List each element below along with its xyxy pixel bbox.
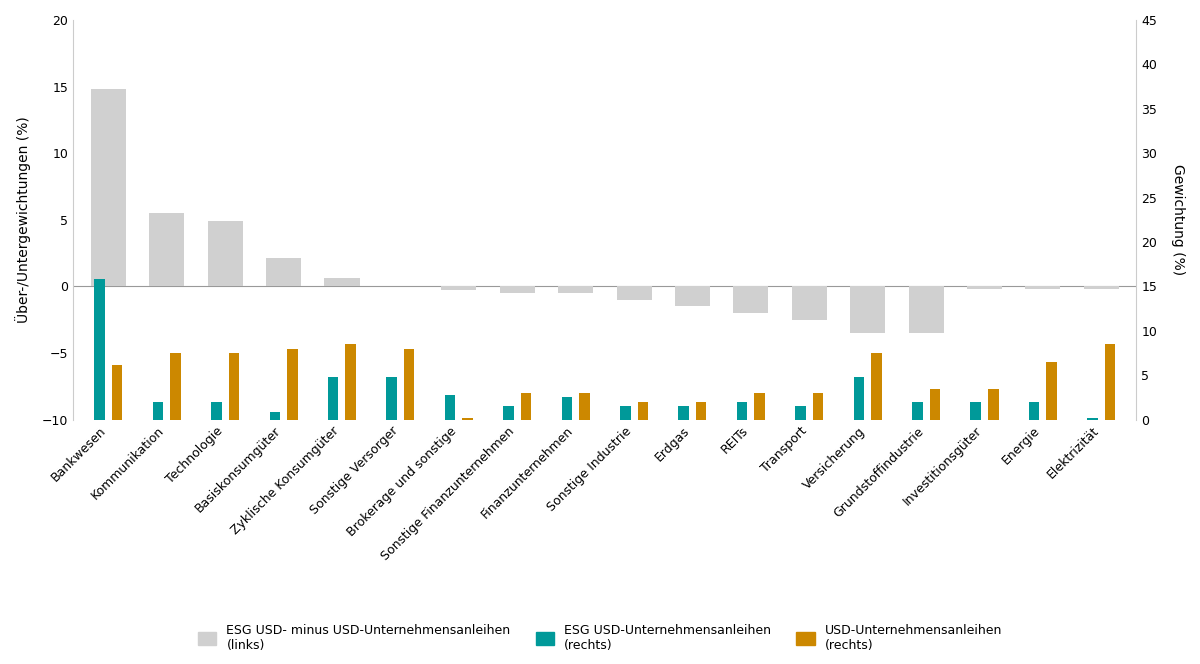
- Bar: [908, 286, 943, 333]
- Bar: [580, 393, 589, 420]
- Bar: [266, 258, 301, 286]
- Bar: [912, 402, 923, 420]
- Bar: [755, 393, 764, 420]
- Bar: [386, 377, 397, 420]
- Bar: [445, 395, 455, 420]
- Bar: [871, 353, 882, 420]
- Bar: [91, 89, 126, 286]
- Bar: [696, 402, 707, 420]
- Bar: [521, 393, 532, 420]
- Bar: [558, 286, 593, 293]
- Bar: [617, 286, 652, 299]
- Bar: [930, 388, 940, 420]
- Bar: [1025, 286, 1061, 289]
- Bar: [211, 402, 222, 420]
- Bar: [620, 406, 630, 420]
- Bar: [733, 286, 768, 313]
- Bar: [796, 406, 805, 420]
- Bar: [988, 388, 998, 420]
- Bar: [229, 353, 239, 420]
- Bar: [112, 365, 122, 420]
- Bar: [637, 402, 648, 420]
- Bar: [270, 412, 280, 420]
- Bar: [562, 398, 572, 420]
- Bar: [1046, 362, 1057, 420]
- Bar: [324, 278, 360, 286]
- Bar: [346, 344, 356, 420]
- Bar: [462, 418, 473, 420]
- Bar: [503, 406, 514, 420]
- Bar: [1084, 286, 1118, 289]
- Bar: [971, 402, 982, 420]
- Bar: [152, 402, 163, 420]
- Bar: [208, 221, 242, 286]
- Y-axis label: Gewichtung (%): Gewichtung (%): [1171, 164, 1186, 276]
- Bar: [1105, 344, 1115, 420]
- Bar: [737, 402, 748, 420]
- Bar: [170, 353, 181, 420]
- Bar: [967, 286, 1002, 289]
- Bar: [678, 406, 689, 420]
- Bar: [328, 377, 338, 420]
- Bar: [850, 286, 886, 333]
- Bar: [853, 377, 864, 420]
- Bar: [792, 286, 827, 320]
- Legend: ESG USD- minus USD-Unternehmensanleihen
(links), ESG USD-Unternehmensanleihen
(r: ESG USD- minus USD-Unternehmensanleihen …: [191, 618, 1009, 658]
- Bar: [1028, 402, 1039, 420]
- Bar: [674, 286, 710, 306]
- Bar: [1087, 418, 1098, 420]
- Bar: [812, 393, 823, 420]
- Bar: [287, 349, 298, 420]
- Bar: [149, 213, 185, 286]
- Bar: [499, 286, 535, 293]
- Bar: [95, 280, 104, 420]
- Bar: [404, 349, 414, 420]
- Y-axis label: Über-/Untergewichtungen (%): Über-/Untergewichtungen (%): [14, 116, 31, 323]
- Bar: [442, 286, 476, 290]
